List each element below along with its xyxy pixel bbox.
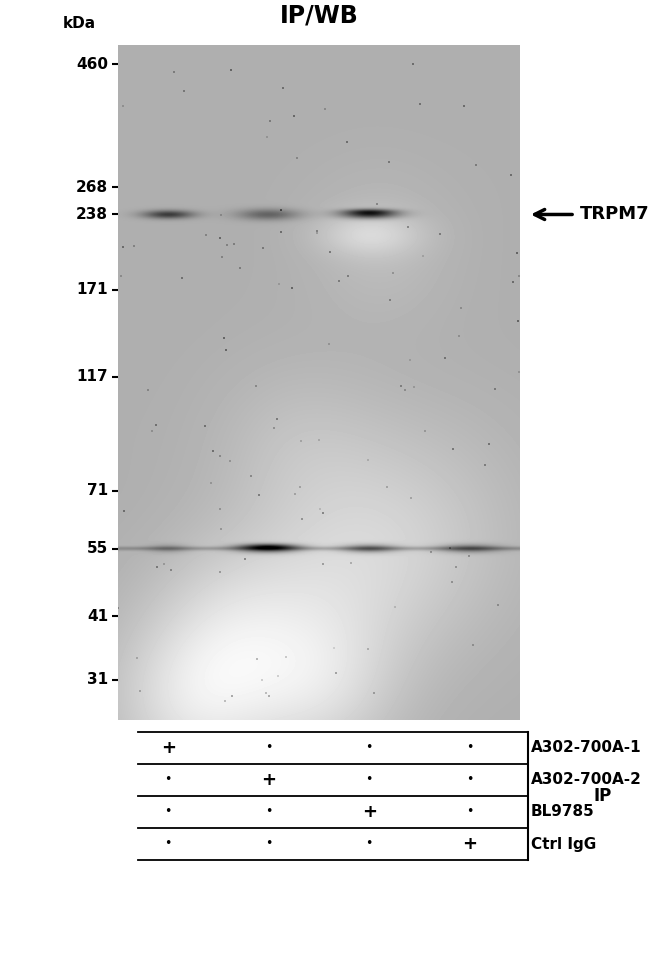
Text: •: • — [164, 806, 172, 818]
Text: +: + — [161, 739, 176, 757]
Text: •: • — [265, 742, 272, 754]
Text: Ctrl IgG: Ctrl IgG — [531, 836, 596, 852]
Text: •: • — [365, 773, 373, 787]
Text: 55: 55 — [86, 541, 108, 556]
Text: •: • — [265, 806, 272, 818]
Text: •: • — [466, 806, 473, 818]
Text: 31: 31 — [87, 672, 108, 687]
Text: 171: 171 — [77, 282, 108, 297]
Text: •: • — [265, 837, 272, 851]
Text: 41: 41 — [87, 609, 108, 623]
Text: •: • — [365, 837, 373, 851]
Text: kDa: kDa — [63, 15, 96, 31]
Text: •: • — [164, 773, 172, 787]
Text: +: + — [261, 771, 276, 789]
Text: •: • — [365, 742, 373, 754]
Text: 117: 117 — [77, 369, 108, 384]
Text: BL9785: BL9785 — [531, 805, 595, 819]
Text: +: + — [362, 803, 377, 821]
Text: •: • — [466, 742, 473, 754]
Text: 71: 71 — [87, 483, 108, 498]
Text: 238: 238 — [76, 207, 108, 222]
Text: 460: 460 — [76, 56, 108, 72]
Text: TRPM7: TRPM7 — [580, 206, 649, 224]
Text: A302-700A-2: A302-700A-2 — [531, 772, 642, 788]
Text: IP: IP — [594, 787, 612, 805]
Text: •: • — [466, 773, 473, 787]
Text: IP/WB: IP/WB — [280, 3, 358, 27]
Text: •: • — [164, 837, 172, 851]
Text: 268: 268 — [76, 180, 108, 195]
Text: +: + — [462, 835, 477, 853]
Text: A302-700A-1: A302-700A-1 — [531, 741, 642, 755]
